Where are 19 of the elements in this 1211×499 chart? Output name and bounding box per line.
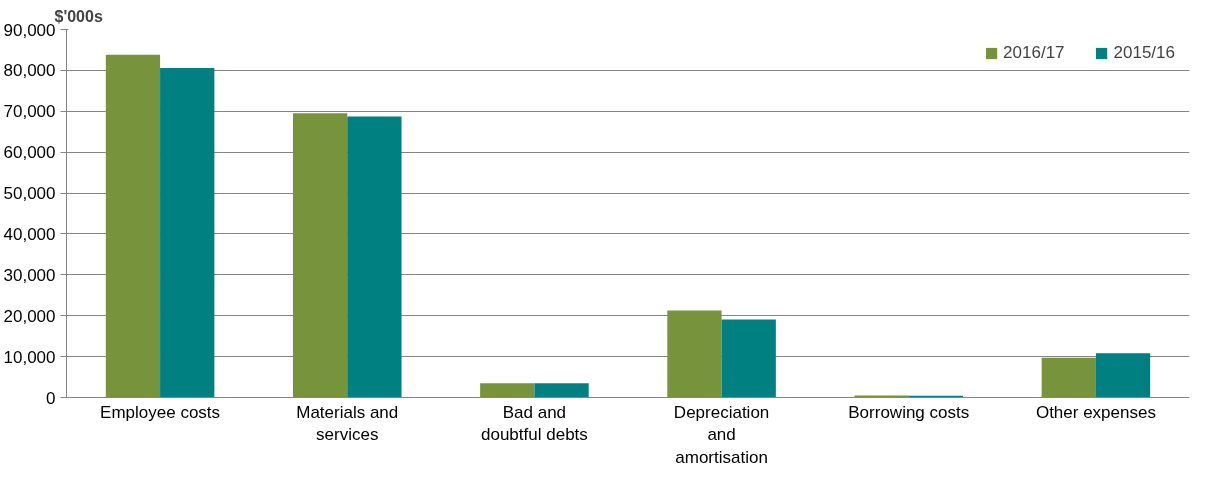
y-tick-label: 10,000 (3, 347, 56, 367)
x-tick-label: Borrowing costs (848, 402, 970, 422)
y-tick-label: 70,000 (3, 102, 56, 122)
y-tick-label: 0 (46, 388, 56, 408)
legend-label: 2016/17 (1003, 43, 1065, 63)
y-tick-label: 60,000 (3, 143, 56, 163)
y-tick-label: 20,000 (3, 306, 56, 326)
y-tick-label: 30,000 (3, 265, 56, 285)
x-tick-label: Materials and services (296, 402, 399, 445)
y-tick-label: 80,000 (3, 61, 56, 81)
x-tick-label: Bad and doubtful debts (481, 402, 588, 445)
legend-label: 2015/16 (1113, 43, 1175, 63)
x-tick-label: Employee costs (100, 402, 221, 422)
y-tick-label: 90,000 (3, 20, 56, 40)
y-axis-title: $'000s (54, 7, 103, 25)
x-tick-label: Depreciation and amortisation (673, 402, 770, 468)
x-tick-label: Other expenses (1035, 402, 1156, 422)
y-tick-label: 40,000 (3, 224, 56, 244)
y-tick-label: 50,000 (3, 184, 56, 204)
